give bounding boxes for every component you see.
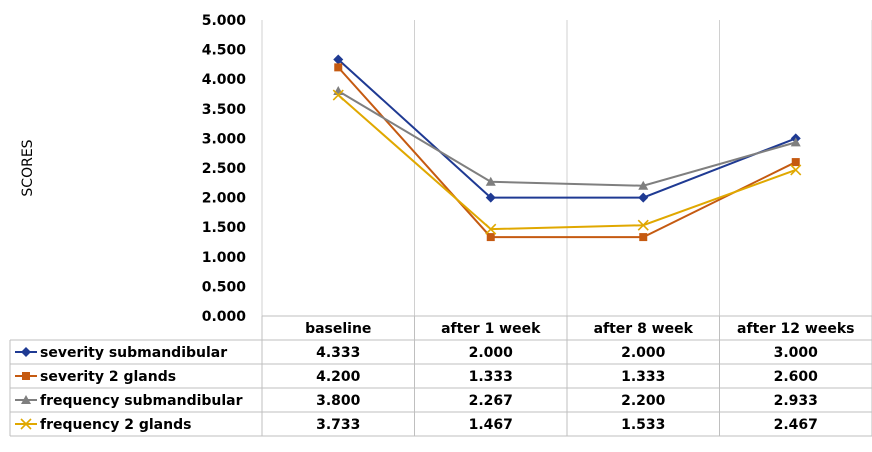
legend-key	[15, 347, 37, 357]
y-tick-label: 4.500	[202, 43, 247, 59]
legend-marker	[20, 418, 32, 430]
series-3	[332, 89, 802, 235]
data-point	[790, 164, 802, 176]
y-tick-label: 0.500	[202, 279, 247, 295]
legend-marker	[21, 347, 31, 357]
y-axis-ticks: 0.000 0.500 1.000 1.500 2.000 2.500 3.000 3.500…	[202, 13, 247, 325]
data-point	[791, 158, 800, 167]
data-point	[638, 180, 649, 190]
plot-lines	[332, 54, 802, 242]
series-line	[337, 94, 797, 231]
y-tick-label: 1.500	[202, 220, 247, 236]
data-label: 2.000	[469, 345, 514, 361]
data-label: 4.200	[316, 369, 361, 385]
data-label: 2.467	[774, 417, 818, 433]
data-label: 3.000	[774, 345, 819, 361]
x-category-label: after 12 weeks	[737, 321, 854, 337]
y-tick-label: 4.000	[202, 72, 247, 88]
data-label: 1.333	[621, 369, 665, 385]
data-point	[639, 233, 648, 242]
data-table: baseline after 1 week after 8 week after 12…	[9, 315, 872, 437]
y-tick-label: 0.000	[202, 309, 247, 325]
data-point	[637, 219, 649, 231]
data-point	[638, 192, 649, 203]
y-tick-label: 5.000	[202, 13, 247, 29]
legend-key	[15, 372, 37, 380]
legend-marker	[22, 372, 30, 380]
legend-key	[15, 418, 37, 430]
legend-entry: severity submandibular	[40, 345, 227, 361]
series-line	[337, 66, 797, 239]
data-point	[486, 233, 495, 242]
x-category-label: after 8 week	[594, 321, 694, 337]
legend-entry: frequency submandibular	[40, 393, 243, 409]
grid	[261, 20, 872, 316]
data-label: 3.800	[316, 393, 361, 409]
data-label: 1.533	[621, 417, 665, 433]
series-line	[337, 58, 797, 199]
data-label: 2.267	[469, 393, 513, 409]
y-tick-label: 3.000	[202, 131, 247, 147]
data-point	[333, 54, 344, 65]
data-label: 3.733	[316, 417, 360, 433]
legend-key	[15, 395, 37, 404]
data-label: 2.000	[621, 345, 666, 361]
data-label: 2.933	[774, 393, 818, 409]
data-label: 2.200	[621, 393, 666, 409]
data-point	[485, 223, 497, 235]
legend-entry: severity 2 glands	[40, 369, 176, 385]
data-point	[332, 89, 344, 101]
y-tick-label: 3.500	[202, 102, 247, 118]
series-1	[334, 63, 800, 242]
data-label: 2.600	[774, 369, 819, 385]
y-tick-label: 2.500	[202, 161, 247, 177]
x-category-label: baseline	[305, 321, 371, 337]
legend-marker	[21, 395, 31, 404]
data-point	[485, 176, 496, 186]
data-point	[485, 192, 496, 203]
y-tick-label: 2.000	[202, 191, 247, 207]
data-label: 1.333	[469, 369, 513, 385]
y-tick-label: 1.000	[202, 250, 247, 266]
data-point	[790, 137, 801, 147]
y-axis-label: SCORES	[20, 139, 36, 196]
data-point	[334, 63, 343, 72]
series-line	[337, 90, 797, 187]
x-category-label: after 1 week	[441, 321, 541, 337]
legend-entry: frequency 2 glands	[40, 417, 191, 433]
data-label: 4.333	[316, 345, 360, 361]
data-label: 1.467	[469, 417, 513, 433]
